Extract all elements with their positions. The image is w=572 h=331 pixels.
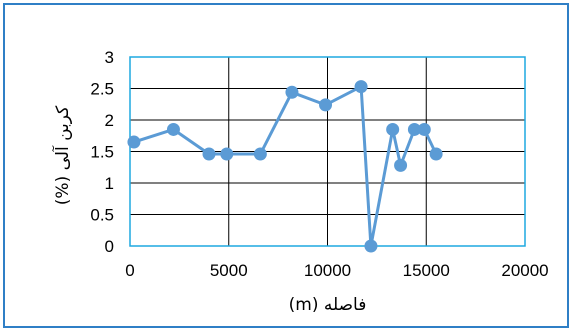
gridlines (129, 56, 526, 247)
x-axis-title: فاصله (m) (289, 295, 367, 315)
data-point (354, 80, 368, 94)
y-tick-labels: 0 0.5 1 1.5 2 2.5 3 (90, 48, 114, 256)
y-tick-label: 0.5 (90, 206, 114, 225)
data-point (407, 122, 421, 136)
x-tick-label: 0 (125, 261, 134, 280)
data-point (253, 147, 267, 161)
y-axis-title: کربن آلی (%) (51, 105, 73, 205)
x-tick-label: 5000 (210, 261, 248, 280)
data-point (417, 122, 431, 136)
y-tick-label: 0 (105, 237, 114, 256)
y-tick-label: 1.5 (90, 143, 114, 162)
data-point (394, 158, 408, 172)
data-point (429, 147, 443, 161)
data-point (285, 85, 299, 99)
y-tick-label: 2.5 (90, 80, 114, 99)
y-tick-label: 3 (105, 48, 114, 67)
data-point (220, 147, 234, 161)
series-layer (127, 80, 443, 253)
data-point (364, 239, 378, 253)
data-point (127, 135, 141, 149)
y-tick-label: 2 (105, 111, 114, 130)
plot-area-border (129, 56, 526, 247)
x-tick-label: 20000 (501, 261, 548, 280)
x-tick-labels: 0 5000 10000 15000 20000 (125, 261, 548, 280)
data-point (166, 122, 180, 136)
data-point (386, 122, 400, 136)
x-tick-label: 10000 (304, 261, 351, 280)
y-tick-label: 1 (105, 174, 114, 193)
data-point (319, 98, 333, 112)
data-point (202, 147, 216, 161)
x-tick-label: 15000 (403, 261, 450, 280)
series-line (133, 85, 438, 248)
